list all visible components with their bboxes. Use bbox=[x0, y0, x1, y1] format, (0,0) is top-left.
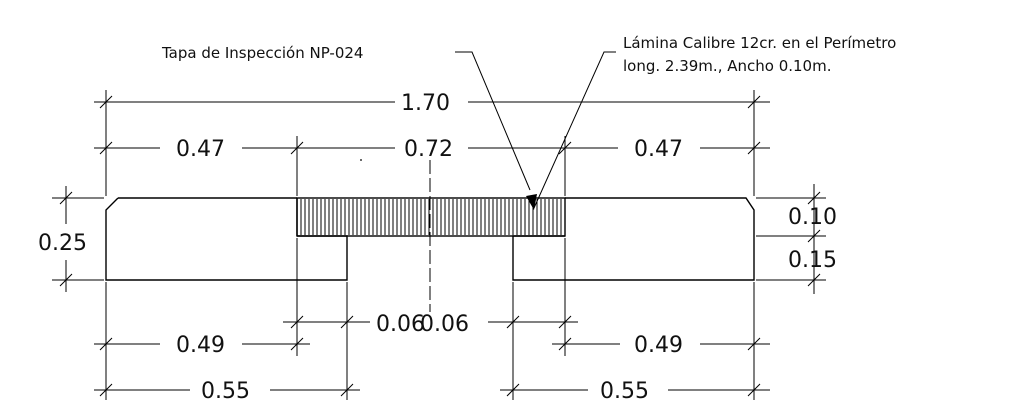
tick bbox=[506, 315, 520, 329]
tick bbox=[807, 191, 821, 205]
dim-left-top: 0.47 bbox=[176, 137, 225, 162]
tick bbox=[747, 337, 761, 351]
tick bbox=[558, 315, 572, 329]
dim-overall: 1.70 bbox=[401, 91, 450, 116]
dim-height-total: 0.25 bbox=[38, 231, 87, 256]
tick bbox=[290, 315, 304, 329]
lid-hatching bbox=[300, 199, 562, 235]
dim-bottom-right-inner: 0.49 bbox=[634, 333, 683, 358]
note-sheet-metal-line2: long. 2.39m., Ancho 0.10m. bbox=[623, 57, 831, 75]
dim-gap-right: 0.06 bbox=[420, 312, 469, 337]
dim-height-lower: 0.15 bbox=[788, 248, 837, 273]
dim-right-top: 0.47 bbox=[634, 137, 683, 162]
dim-bottom-left-outer: 0.55 bbox=[201, 379, 250, 404]
tick bbox=[340, 383, 354, 397]
tick bbox=[99, 141, 113, 155]
dim-height-upper: 0.10 bbox=[788, 205, 837, 230]
tick bbox=[558, 141, 572, 155]
note-sheet-metal-line1: Lámina Calibre 12cr. en el Perímetro bbox=[623, 34, 896, 52]
tick bbox=[290, 337, 304, 351]
dim-bottom-left-inner: 0.49 bbox=[176, 333, 225, 358]
tick bbox=[99, 337, 113, 351]
leader-line-lid bbox=[455, 51, 531, 191]
tick bbox=[59, 273, 73, 287]
tick bbox=[99, 383, 113, 397]
note-inspection-lid: Tapa de Inspección NP-024 bbox=[161, 44, 363, 62]
tick bbox=[340, 315, 354, 329]
dim-center-top: 0.72 bbox=[404, 137, 453, 162]
dot bbox=[360, 159, 362, 161]
slab-left-outline bbox=[105, 197, 348, 281]
tick bbox=[506, 383, 520, 397]
tick bbox=[99, 95, 113, 109]
tick bbox=[290, 141, 304, 155]
tick bbox=[59, 191, 73, 205]
tick bbox=[747, 383, 761, 397]
tick bbox=[747, 141, 761, 155]
tick bbox=[747, 95, 761, 109]
tick bbox=[807, 273, 821, 287]
leader-line-sheet bbox=[533, 51, 616, 209]
tick bbox=[807, 229, 821, 243]
dim-bottom-right-outer: 0.55 bbox=[600, 379, 649, 404]
dim-gap-left: 0.06 bbox=[376, 312, 425, 337]
leader-arrowhead bbox=[526, 194, 537, 210]
tick bbox=[558, 337, 572, 351]
